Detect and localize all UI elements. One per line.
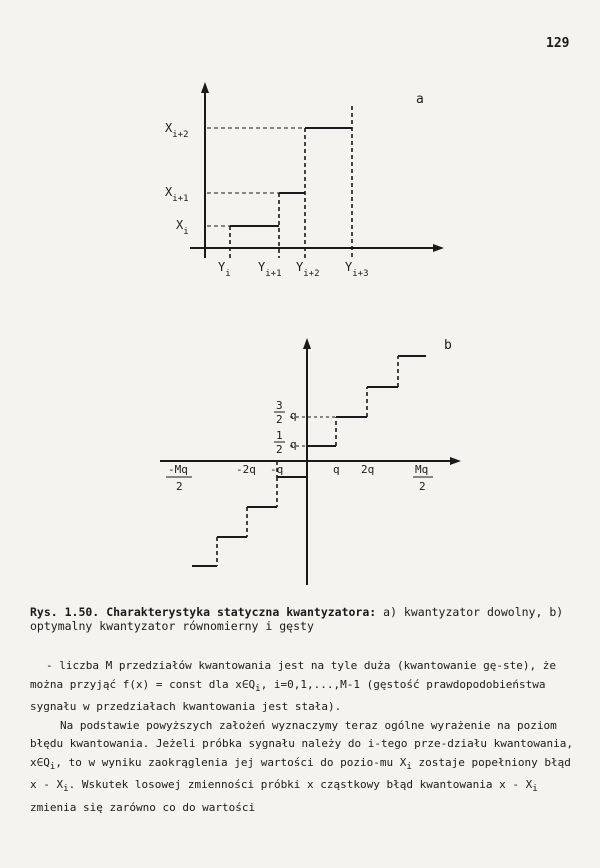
caption-title: Charakterystyka statyczna kwantyzatora: — [106, 605, 377, 619]
figure-a — [190, 82, 444, 258]
fig-b-label: b — [444, 338, 452, 353]
fig-b-xtick-mq-half: Mq 2 — [413, 463, 433, 493]
page-number: 129 — [546, 36, 570, 51]
fig-a-label-yi1: Yi+1 — [258, 260, 282, 279]
fig-a-label-yi3: Yi+3 — [345, 260, 369, 279]
figures-svg: a Xi+2 Xi+1 Xi Yi Yi+1 Yi+2 Yi+3 — [160, 82, 461, 585]
fig-b-xtick-mq: -q — [270, 463, 283, 476]
fig-a-label: a — [416, 92, 424, 107]
fig-b-y-arrow — [303, 338, 311, 349]
caption-parts: a) kwantyzator dowolny, b) optymalny kwa… — [30, 605, 564, 633]
fig-b-xtick-q: q — [333, 463, 340, 476]
fig-b-xtick-m2q: -2q — [236, 463, 256, 476]
fig-a-label-yi: Yi — [218, 260, 231, 279]
fig-b-x-arrow — [450, 457, 461, 465]
fig-a-y-arrow — [201, 82, 209, 93]
svg-text:Mq: Mq — [415, 463, 428, 476]
svg-text:q: q — [290, 438, 297, 451]
fig-b-ytick-half: 1 2 q — [274, 429, 297, 456]
fig-a-label-xi1: Xi+1 — [165, 185, 189, 204]
svg-text:2: 2 — [176, 480, 183, 493]
svg-text:-Mq: -Mq — [168, 463, 188, 476]
svg-text:2: 2 — [276, 443, 283, 456]
svg-text:2: 2 — [276, 413, 283, 426]
fig-b-xtick-2q: 2q — [361, 463, 374, 476]
figure-caption: Rys. 1.50. Charakterystyka statyczna kwa… — [30, 605, 590, 633]
fig-b-xtick-neg-mq-half: -Mq 2 — [166, 463, 192, 493]
svg-text:1: 1 — [276, 429, 283, 442]
fig-a-x-arrow — [433, 244, 444, 252]
fig-a-label-yi2: Yi+2 — [296, 260, 320, 279]
svg-text:3: 3 — [276, 399, 283, 412]
fig-a-label-xi: Xi — [176, 218, 189, 237]
caption-label: Rys. 1.50. — [30, 605, 100, 619]
paragraph-2: Na podstawie powyższych założeń wyznaczy… — [30, 718, 574, 815]
fig-b-ytick-3half: 3 2 q — [274, 399, 297, 426]
paragraph-1: - liczba M przedziałów kwantowania jest … — [30, 659, 556, 714]
body-text: - liczba M przedziałów kwantowania jest … — [30, 657, 582, 818]
svg-text:2: 2 — [419, 480, 426, 493]
figure-b — [160, 338, 461, 585]
svg-text:q: q — [290, 409, 297, 422]
fig-a-label-xi2: Xi+2 — [165, 121, 189, 140]
